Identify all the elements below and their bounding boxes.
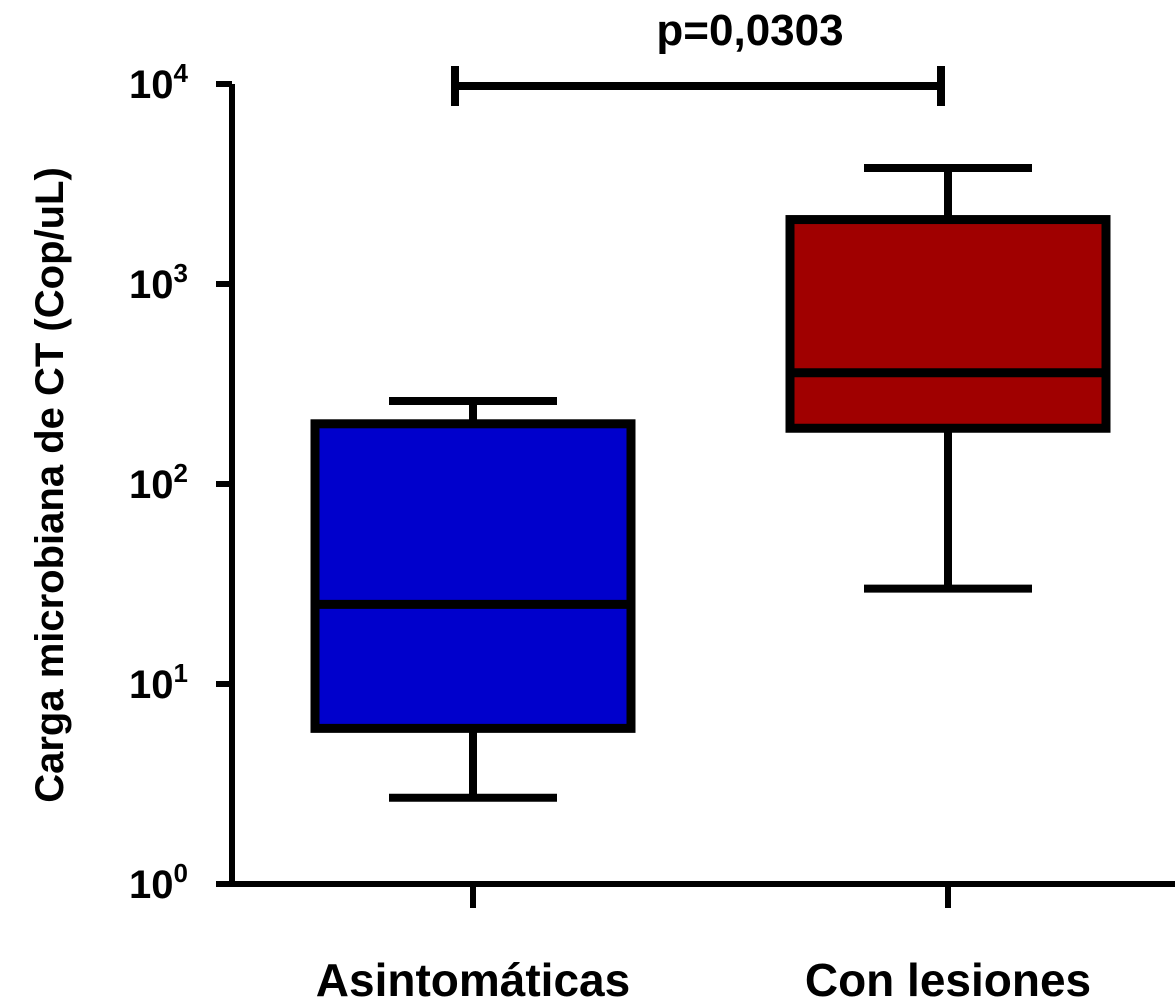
y-tick-label: 102 [129, 458, 188, 507]
y-tick-label: 101 [129, 658, 188, 707]
y-tick-label-base: 10 [129, 263, 174, 307]
x-tick-label: Con lesiones [805, 954, 1091, 1003]
iqr-box [310, 419, 636, 733]
significance-annotation: p=0,0303 [451, 6, 945, 106]
y-tick-label-exponent: 4 [174, 58, 189, 88]
box-1 [310, 397, 636, 802]
boxes [310, 164, 1111, 802]
x-ticks: Asintomáticas Con lesiones [316, 884, 1091, 1003]
iqr-box [785, 215, 1111, 433]
y-tick-label-base: 10 [129, 463, 174, 507]
y-tick-label-base: 10 [129, 63, 174, 107]
x-tick-label: Asintomáticas [316, 954, 630, 1003]
y-tick-label-exponent: 2 [174, 458, 188, 488]
box-2 [785, 164, 1111, 593]
y-tick-label-exponent: 3 [174, 258, 188, 288]
y-tick-label: 103 [129, 258, 188, 307]
y-tick-label-exponent: 0 [174, 858, 188, 888]
p-value-label: p=0,0303 [656, 6, 843, 55]
y-tick-label-base: 10 [129, 663, 174, 707]
y-tick-label-exponent: 1 [174, 658, 188, 688]
y-tick-label-base: 10 [129, 863, 174, 907]
y-tick-label: 100 [129, 858, 188, 907]
y-tick-label: 104 [129, 58, 189, 107]
y-axis-label: Carga microbiana de CT (Cop/uL) [28, 167, 72, 803]
